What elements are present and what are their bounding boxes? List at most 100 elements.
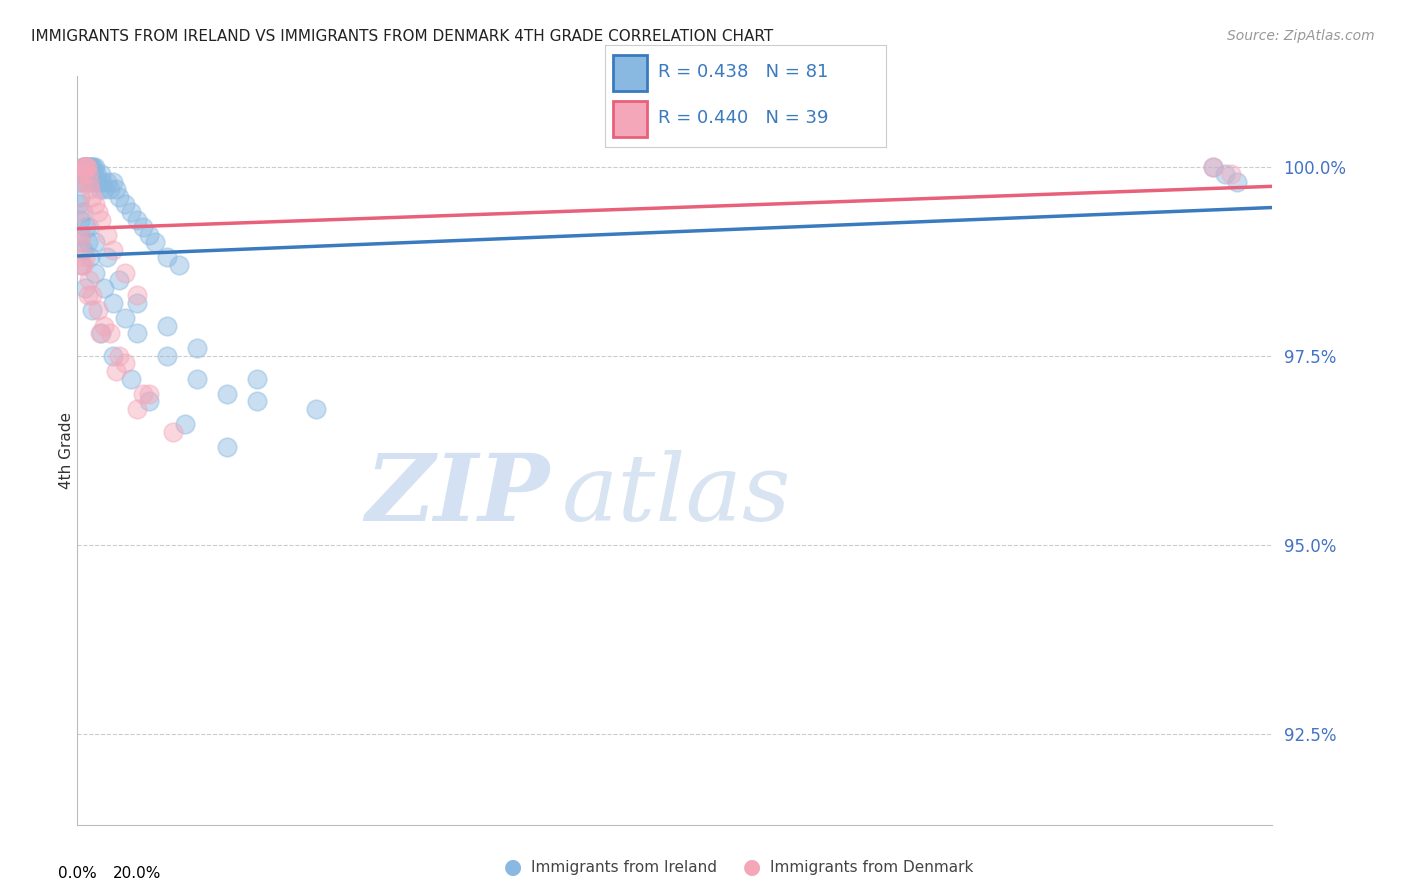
FancyBboxPatch shape xyxy=(613,55,647,91)
Point xyxy=(84,197,107,211)
Point xyxy=(215,440,238,454)
Point xyxy=(156,349,179,363)
Point xyxy=(73,160,96,174)
Point xyxy=(76,160,98,174)
Point xyxy=(69,235,91,250)
Point xyxy=(79,167,101,181)
Point xyxy=(114,356,136,370)
Point xyxy=(93,318,115,333)
Point xyxy=(120,371,142,385)
Point xyxy=(70,167,93,181)
Text: IMMIGRANTS FROM IRELAND VS IMMIGRANTS FROM DENMARK 4TH GRADE CORRELATION CHART: IMMIGRANTS FROM IRELAND VS IMMIGRANTS FR… xyxy=(31,29,773,44)
Point xyxy=(105,182,128,196)
Point xyxy=(69,212,91,227)
Point xyxy=(90,212,112,227)
Point xyxy=(70,227,93,242)
Point xyxy=(82,303,104,318)
Point xyxy=(79,273,101,287)
Point xyxy=(87,205,110,219)
Point xyxy=(72,160,94,174)
Point xyxy=(103,243,124,257)
Point xyxy=(174,417,197,431)
Point xyxy=(72,160,94,174)
Point xyxy=(72,243,94,257)
Point xyxy=(114,311,136,326)
Point xyxy=(84,160,107,174)
Text: atlas: atlas xyxy=(561,450,790,541)
Point xyxy=(89,326,111,340)
Point xyxy=(103,175,124,189)
Point xyxy=(82,160,104,174)
Point xyxy=(67,197,90,211)
Point xyxy=(93,182,115,196)
Point xyxy=(84,266,107,280)
Point xyxy=(1202,160,1225,174)
Point xyxy=(108,349,131,363)
Point xyxy=(138,394,160,409)
Point xyxy=(75,160,97,174)
Point xyxy=(77,160,100,174)
Text: R = 0.438   N = 81: R = 0.438 N = 81 xyxy=(658,63,828,81)
FancyBboxPatch shape xyxy=(613,101,647,137)
Point xyxy=(96,175,118,189)
Point xyxy=(83,175,105,189)
Point xyxy=(69,175,91,189)
Point xyxy=(1219,167,1241,181)
Point xyxy=(127,401,149,416)
Point xyxy=(105,364,128,378)
Point xyxy=(90,167,112,181)
Point xyxy=(127,296,149,310)
Point xyxy=(79,251,101,265)
Point xyxy=(186,341,208,355)
Point xyxy=(305,401,328,416)
Text: Source: ZipAtlas.com: Source: ZipAtlas.com xyxy=(1227,29,1375,43)
Point xyxy=(73,251,96,265)
Point xyxy=(77,235,100,250)
Point xyxy=(127,326,149,340)
Point xyxy=(69,190,91,204)
Point xyxy=(96,251,118,265)
Point xyxy=(72,205,94,219)
Point xyxy=(77,167,100,181)
Point xyxy=(80,175,103,189)
Point xyxy=(132,386,155,401)
Point xyxy=(143,235,166,250)
Point xyxy=(93,281,115,295)
Text: ●: ● xyxy=(744,857,761,877)
Point xyxy=(76,175,98,189)
Point xyxy=(82,160,104,174)
Point xyxy=(114,197,136,211)
Point xyxy=(73,281,96,295)
Point xyxy=(156,318,179,333)
Point xyxy=(80,167,103,181)
Point xyxy=(1202,160,1225,174)
Point xyxy=(90,326,112,340)
Point xyxy=(77,288,100,302)
Point xyxy=(70,227,93,242)
Point xyxy=(186,371,208,385)
Point xyxy=(69,175,91,189)
Point xyxy=(108,273,131,287)
Point xyxy=(98,182,121,196)
Point xyxy=(70,167,93,181)
Point xyxy=(86,167,108,181)
Point xyxy=(96,227,118,242)
Point xyxy=(75,220,97,235)
Point xyxy=(1226,175,1249,189)
Point xyxy=(114,266,136,280)
Point xyxy=(246,371,269,385)
Point xyxy=(75,167,97,181)
Point xyxy=(127,288,149,302)
Text: ZIP: ZIP xyxy=(366,450,550,541)
Point xyxy=(73,160,96,174)
Point xyxy=(79,175,101,189)
Text: R = 0.440   N = 39: R = 0.440 N = 39 xyxy=(658,110,828,128)
Text: ●: ● xyxy=(505,857,522,877)
Point xyxy=(91,175,114,189)
Point xyxy=(79,160,101,174)
Point xyxy=(132,220,155,235)
Point xyxy=(70,258,93,272)
Text: 0.0%: 0.0% xyxy=(58,866,97,881)
Point xyxy=(79,160,101,174)
Point xyxy=(215,386,238,401)
